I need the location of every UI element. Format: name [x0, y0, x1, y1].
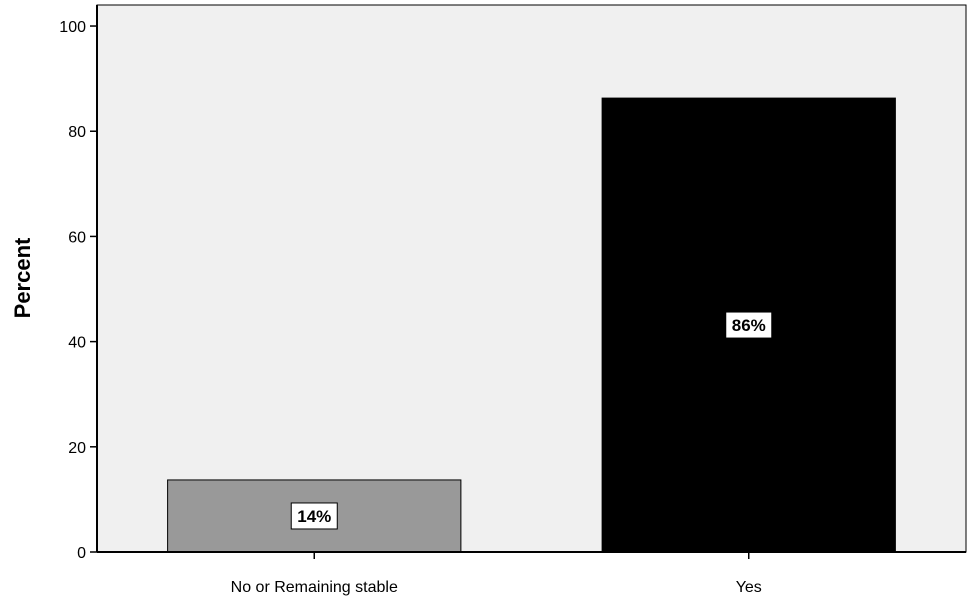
data-label: 86%	[732, 316, 766, 335]
y-axis-title: Percent	[10, 237, 35, 318]
y-tick-label: 20	[68, 440, 86, 457]
y-tick-label: 0	[77, 545, 86, 562]
y-tick-label: 60	[68, 229, 86, 246]
data-label-box	[725, 311, 773, 339]
data-label-box	[290, 502, 338, 530]
x-tick-label: No or Remaining stable	[231, 579, 398, 596]
data-label: 14%	[297, 507, 331, 526]
y-tick-label: 100	[59, 19, 86, 36]
y-tick-label: 80	[68, 124, 86, 141]
x-tick-label: Yes	[736, 579, 762, 596]
y-tick-label: 40	[68, 335, 86, 352]
